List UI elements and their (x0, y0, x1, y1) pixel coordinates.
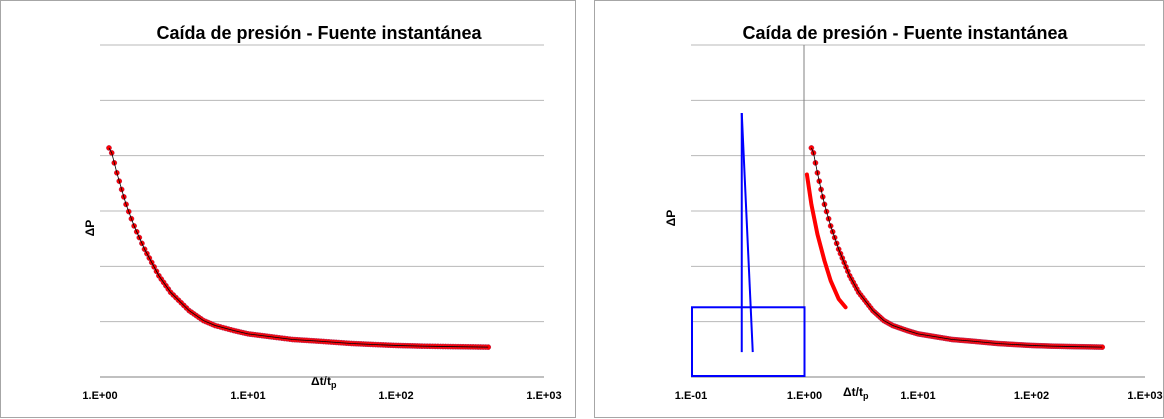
x-tick-label: 1.E+01 (900, 390, 935, 402)
gridlines (691, 44, 1145, 323)
x-axis-label-main: Δt/t (843, 385, 863, 399)
data-point (808, 145, 815, 151)
data-series (106, 145, 492, 350)
data-series (804, 145, 1106, 350)
x-tick-label: 1.E+01 (230, 390, 265, 402)
annotation-line (740, 113, 754, 353)
x-axis-label: Δt/tp (843, 385, 869, 401)
x-tick-labels: 1.E+00 1.E+01 1.E+02 1.E+03 (82, 390, 561, 402)
x-tick-label: 1.E+00 (82, 390, 117, 402)
x-tick-label: 1.E-01 (675, 390, 707, 402)
annotation-rectangle (691, 306, 806, 377)
x-tick-label: 1.E+02 (378, 390, 413, 402)
chart-title: Caída de presión - Fuente instantánea (156, 23, 482, 43)
chart-panel-left: Caída de presión - Fuente instantánea ΔP… (0, 0, 576, 418)
chart-panel-right: Caída de presión - Fuente instantánea ΔP… (594, 0, 1164, 418)
x-tick-labels: 1.E-01 1.E+00 1.E+01 1.E+02 1.E+03 (675, 390, 1163, 402)
x-axis-label-sub: p (863, 391, 869, 401)
x-axis-label-sub: p (331, 380, 337, 390)
x-axis-label-main: Δt/t (311, 374, 331, 388)
chart-left: Caída de presión - Fuente instantánea ΔP… (82, 23, 561, 402)
series-line (108, 147, 489, 348)
chart-title: Caída de presión - Fuente instantánea (742, 23, 1068, 43)
annotations (691, 113, 806, 377)
gridlines (100, 44, 544, 323)
chart-right: Caída de presión - Fuente instantánea ΔP… (664, 23, 1163, 402)
x-tick-label: 1.E+02 (1014, 390, 1049, 402)
x-tick-label: 1.E+00 (787, 390, 822, 402)
y-axis-label: ΔP (664, 210, 678, 227)
x-tick-label: 1.E+03 (526, 390, 561, 402)
series-line (811, 147, 1103, 348)
x-tick-label: 1.E+03 (1127, 390, 1162, 402)
y-axis-label: ΔP (83, 220, 97, 237)
x-axis-label: Δt/tp (311, 374, 337, 390)
series-line (804, 172, 848, 310)
data-point (106, 145, 112, 151)
